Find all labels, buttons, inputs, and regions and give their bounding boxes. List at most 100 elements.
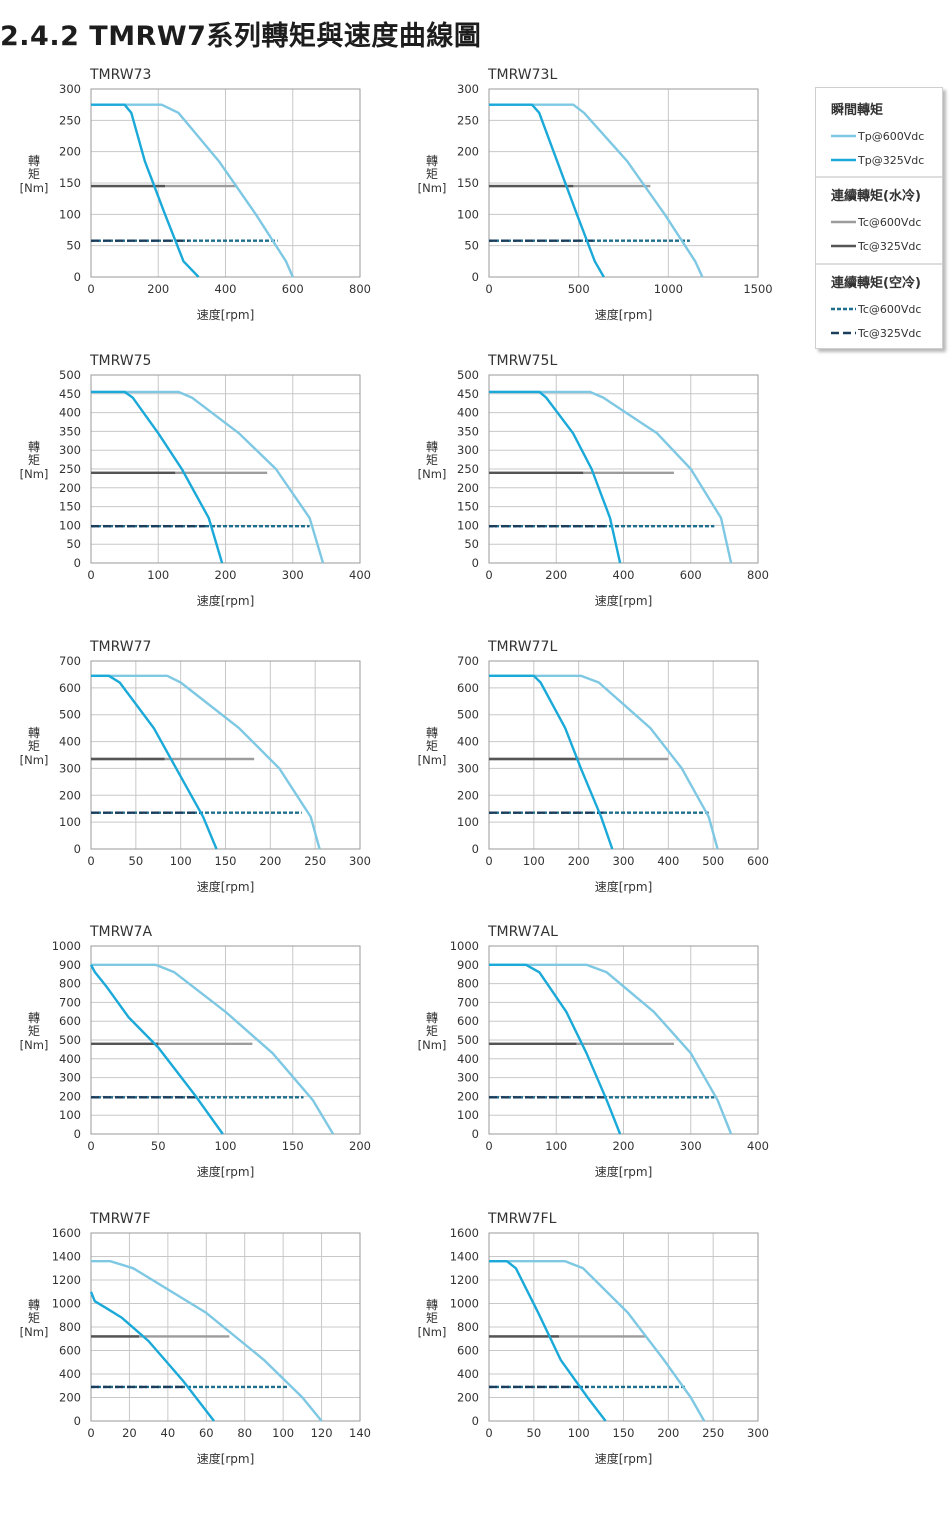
y-tick-label: 300 (59, 761, 81, 775)
y-tick-label: 500 (457, 368, 479, 382)
chart-title: TMRW73L (487, 67, 557, 83)
y-tick-label: 1200 (52, 1273, 81, 1287)
y-axis-label: 轉矩[Nm] (20, 440, 49, 481)
y-tick-label: 150 (59, 500, 81, 514)
y-tick-label: 350 (457, 424, 479, 438)
plot-frame (90, 1232, 361, 1422)
y-axis-unit: [Nm] (418, 1325, 447, 1339)
y-axis-label-char: 轉 (28, 1298, 40, 1312)
y-tick-label: 500 (457, 1033, 479, 1047)
chart-tmrw73: TMRW73 0 200 400 600 800 0 50 100 150 200 250 300 速度[… (20, 67, 371, 322)
series-tp600 (91, 103, 294, 278)
y-tick-label: 200 (59, 481, 81, 495)
y-tick-label: 1000 (52, 1297, 81, 1311)
legend-group: 連續轉矩(空冷) Tc@600Vdc Tc@325Vdc (816, 263, 942, 340)
y-tick-label: 900 (457, 958, 479, 972)
chart-title: TMRW73 (89, 67, 151, 83)
x-tick-label: 800 (349, 282, 371, 296)
y-tick-label: 0 (472, 1127, 479, 1141)
x-axis-label: 速度[rpm] (197, 593, 255, 608)
y-tick-label: 100 (59, 815, 81, 829)
series-tp600 (489, 103, 704, 278)
y-tick-label: 800 (59, 1320, 81, 1334)
series-tp600 (489, 390, 733, 564)
y-axis-label-char: 轉 (28, 154, 40, 168)
y-axis-label-char: 轉 (426, 1011, 438, 1025)
y-tick-label: 400 (59, 1367, 81, 1381)
legend-group-title: 連續轉矩(空冷) (831, 275, 921, 291)
y-tick-label: 800 (457, 1320, 479, 1334)
x-tick-label: 0 (485, 1426, 492, 1440)
chart-title: TMRW75L (487, 353, 557, 369)
x-tick-label: 20 (122, 1426, 137, 1440)
chart-tmrw77l: TMRW77L 0 100 200 300 400 500 600 0 100 200 300 400 5… (418, 639, 769, 894)
x-tick-label: 100 (545, 1139, 567, 1153)
y-axis-label: 轉矩[Nm] (418, 1298, 447, 1339)
legend-item-label: Tc@600Vdc (857, 216, 921, 229)
legend-group-title: 瞬間轉矩 (831, 102, 883, 118)
y-axis-label-char: 矩 (426, 739, 438, 753)
series-tp325 (91, 103, 200, 278)
x-tick-label: 0 (485, 854, 492, 868)
x-tick-label: 100 (272, 1426, 294, 1440)
x-tick-label: 0 (87, 854, 94, 868)
y-tick-label: 400 (457, 1052, 479, 1066)
legend-item-label: Tp@600Vdc (857, 130, 924, 143)
x-tick-label: 80 (237, 1426, 252, 1440)
x-axis-label: 速度[rpm] (595, 593, 653, 608)
x-tick-label: 1500 (743, 282, 772, 296)
y-axis-label: 轉矩[Nm] (418, 726, 447, 767)
y-tick-label: 250 (59, 113, 81, 127)
y-tick-label: 100 (457, 1108, 479, 1122)
y-axis-label-char: 轉 (28, 440, 40, 454)
chart-tmrw7al: TMRW7AL 0 100 200 300 400 0 100 200 300 400 500 600 7… (418, 924, 769, 1179)
chart-tmrw73l: TMRW73L 0 500 1000 1500 0 50 100 150 200 250 300 速度[… (418, 67, 773, 322)
chart-tmrw75l: TMRW75L 0 200 400 600 800 0 50 100 150 200 250 300 35… (418, 353, 769, 608)
y-tick-label: 150 (457, 500, 479, 514)
y-axis-unit: [Nm] (20, 1325, 49, 1339)
x-tick-label: 300 (613, 854, 635, 868)
y-tick-label: 300 (457, 82, 479, 96)
y-tick-label: 300 (59, 82, 81, 96)
x-tick-label: 150 (613, 1426, 635, 1440)
y-axis-label-char: 矩 (28, 167, 40, 181)
y-tick-label: 1600 (52, 1226, 81, 1240)
series-tp325 (89, 1291, 215, 1422)
legend-group: 連續轉矩(水冷) Tc@600Vdc Tc@325Vdc (816, 176, 942, 253)
x-tick-label: 40 (161, 1426, 176, 1440)
y-tick-label: 500 (59, 368, 81, 382)
y-axis-label-char: 矩 (28, 739, 40, 753)
y-axis-label-char: 轉 (426, 154, 438, 168)
series-tp600 (91, 963, 335, 1135)
y-tick-label: 0 (472, 842, 479, 856)
x-tick-label: 300 (282, 568, 304, 582)
series-tp325 (489, 390, 622, 564)
y-axis-label-char: 矩 (426, 453, 438, 467)
y-tick-label: 1000 (450, 1297, 479, 1311)
y-tick-label: 500 (59, 1033, 81, 1047)
y-tick-label: 200 (457, 1391, 479, 1405)
y-tick-label: 50 (66, 239, 81, 253)
legend-group: 瞬間轉矩 Tp@600Vdc Tp@325Vdc (831, 102, 924, 167)
y-axis-label-char: 矩 (426, 1311, 438, 1325)
plot-frame (488, 945, 759, 1135)
y-tick-label: 450 (59, 387, 81, 401)
series-tp325 (89, 964, 224, 1135)
x-tick-label: 60 (199, 1426, 214, 1440)
y-tick-label: 200 (59, 788, 81, 802)
x-tick-label: 50 (151, 1139, 166, 1153)
y-axis-label: 轉矩[Nm] (20, 154, 49, 195)
y-tick-label: 300 (457, 761, 479, 775)
y-tick-label: 200 (457, 788, 479, 802)
y-tick-label: 200 (59, 1089, 81, 1103)
x-tick-label: 800 (747, 568, 769, 582)
y-tick-label: 500 (59, 708, 81, 722)
y-tick-label: 50 (464, 239, 479, 253)
y-tick-label: 800 (457, 977, 479, 991)
y-axis-label: 轉矩[Nm] (20, 1298, 49, 1339)
x-tick-label: 300 (349, 854, 371, 868)
y-tick-label: 100 (457, 518, 479, 532)
legend-group-title: 連續轉矩(水冷) (831, 188, 921, 204)
